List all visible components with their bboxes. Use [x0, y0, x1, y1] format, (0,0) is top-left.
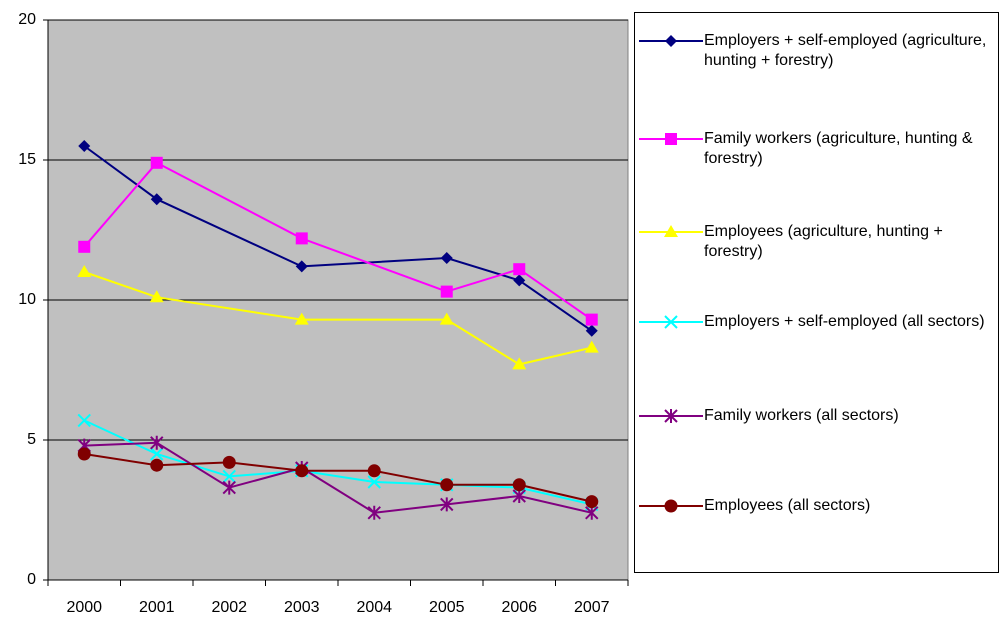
marker: [585, 313, 598, 326]
marker: [222, 469, 236, 484]
marker: [294, 312, 309, 325]
marker: [77, 447, 91, 461]
marker: [150, 447, 164, 461]
marker: [295, 260, 308, 273]
marker: [367, 505, 381, 520]
legend-label: Employers + self-employed (all sectors): [704, 313, 985, 330]
marker: [150, 156, 163, 169]
marker: [77, 265, 92, 277]
marker: [367, 464, 381, 478]
legend-key: [639, 35, 703, 47]
marker: [222, 480, 236, 495]
marker: [665, 133, 677, 145]
legend-key: [639, 499, 703, 513]
marker: [585, 505, 599, 520]
legend-label: Employees (agriculture, hunting + forest…: [704, 223, 943, 260]
x-tick-label: 2005: [429, 599, 465, 616]
legend-key: [639, 409, 703, 423]
marker: [439, 312, 454, 325]
marker: [664, 499, 678, 513]
legend-key: [639, 133, 703, 145]
marker: [513, 274, 526, 287]
marker: [585, 495, 599, 509]
chart: 0 5 10 15 20 2000 2001 2002 2003 2004 2005 2006 2007: [18, 11, 629, 616]
x-tick-label: 2001: [139, 599, 175, 616]
marker: [440, 478, 454, 492]
marker: [585, 324, 598, 337]
marker: [440, 497, 454, 512]
x-tick-label: 2000: [66, 599, 102, 616]
marker: [77, 413, 91, 428]
marker: [664, 409, 678, 423]
marker: [295, 464, 309, 478]
marker: [78, 240, 91, 253]
marker: [149, 290, 164, 303]
marker: [222, 455, 236, 469]
x-tick-label: 2003: [284, 599, 320, 616]
marker: [512, 489, 526, 503]
marker: [295, 232, 308, 245]
y-tick-label: 15: [18, 151, 36, 168]
legend-label: Family workers (all sectors): [704, 407, 899, 424]
marker: [584, 340, 599, 353]
series-line: [83, 271, 592, 366]
marker: [513, 263, 526, 276]
marker: [150, 435, 164, 450]
y-tick-label: 0: [27, 571, 36, 588]
legend-label: Employers + self-employed (agriculture, …: [704, 32, 987, 69]
marker: [512, 357, 527, 370]
marker: [664, 315, 678, 329]
marker: [78, 140, 91, 152]
marker: [367, 475, 381, 489]
legend-key: [639, 225, 703, 237]
x-tick-label: 2004: [356, 599, 392, 616]
legend-key: [639, 315, 703, 329]
marker: [440, 285, 453, 298]
marker: [664, 225, 678, 237]
legend: Employers + self-employed (agriculture, …: [634, 12, 999, 573]
marker: [440, 252, 453, 264]
legend-label: Employees (all sectors): [704, 497, 871, 514]
marker: [665, 35, 677, 47]
marker: [512, 478, 526, 492]
x-tick-label: 2006: [501, 599, 537, 616]
series-line: [83, 419, 592, 506]
legend-label: Family workers (agriculture, hunting & f…: [704, 130, 973, 167]
y-tick-label: 20: [18, 11, 36, 28]
series-line: [83, 145, 593, 332]
x-tick-label: 2007: [574, 599, 610, 616]
marker: [150, 193, 163, 206]
y-tick-label: 10: [18, 291, 36, 308]
series-line: [84, 453, 592, 503]
x-tick-label: 2002: [211, 599, 247, 616]
series-line: [83, 161, 593, 321]
y-tick-label: 5: [27, 431, 36, 448]
marker: [150, 458, 164, 472]
series-line: [84, 441, 592, 514]
